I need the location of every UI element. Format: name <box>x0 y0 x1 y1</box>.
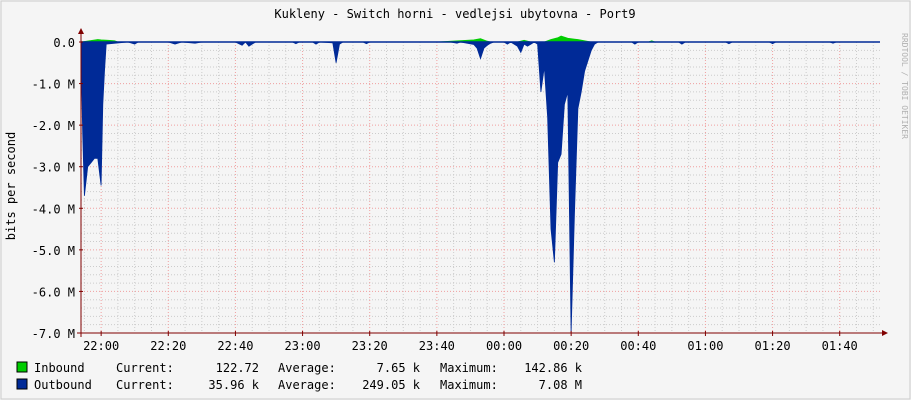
y-axis-label: bits per second <box>4 132 18 240</box>
outbound-swatch <box>16 378 28 390</box>
inbound-maximum-value: 142.86 k <box>524 361 583 375</box>
y-tick-label: -5.0 M <box>32 244 75 258</box>
x-axis-arrow <box>882 330 888 336</box>
outbound-average-value: 249.05 k <box>362 378 421 392</box>
y-tick-label: -1.0 M <box>32 78 75 92</box>
axes <box>77 28 888 337</box>
y-tick-label: -6.0 M <box>32 285 75 299</box>
legend-row-inbound: Inbound Current: 122.72 Average: 7.65 k … <box>16 361 583 375</box>
x-tick-labels: 22:00 22:20 22:40 23:00 23:20 23:40 00:00 00:20… <box>83 339 858 353</box>
x-tick-label: 22:00 <box>83 339 119 353</box>
x-tick-label: 22:20 <box>150 339 186 353</box>
inbound-swatch <box>16 361 28 373</box>
x-tick-label: 01:00 <box>687 339 723 353</box>
inbound-average-label: Average: <box>278 361 336 375</box>
outbound-maximum-value: 7.08 M <box>539 378 582 392</box>
grid <box>81 41 880 334</box>
series-area-outbound <box>80 41 880 334</box>
y-tick-label: -7.0 M <box>32 327 75 341</box>
inbound-average-value: 7.65 k <box>377 361 421 375</box>
inbound-maximum-label: Maximum: <box>440 361 498 375</box>
x-tick-label: 00:20 <box>553 339 589 353</box>
y-tick-label: 0.0 <box>53 36 75 50</box>
legend: Inbound Current: 122.72 Average: 7.65 k … <box>16 361 583 392</box>
x-tick-label: 22:40 <box>217 339 253 353</box>
x-tick-label: 00:00 <box>486 339 522 353</box>
x-tick-label: 23:20 <box>352 339 388 353</box>
outbound-current-label: Current: <box>116 378 174 392</box>
chart-title: Kukleny - Switch horni - vedlejsi ubytov… <box>274 7 635 21</box>
x-tick-label: 00:40 <box>620 339 656 353</box>
x-tick-label: 01:20 <box>755 339 791 353</box>
y-tick-label: -4.0 M <box>32 202 75 216</box>
outbound-name: Outbound <box>34 378 92 392</box>
outbound-average-label: Average: <box>278 378 336 392</box>
inbound-current-label: Current: <box>116 361 174 375</box>
x-tick-label: 23:00 <box>285 339 321 353</box>
y-tick-labels: 0.0 -1.0 M -2.0 M -3.0 M -4.0 M -5.0 M -6.0 M -… <box>32 36 75 341</box>
series-layer <box>80 35 880 334</box>
inbound-current-value: 122.72 <box>216 361 259 375</box>
y-tick-label: -3.0 M <box>32 161 75 175</box>
outbound-current-value: 35.96 k <box>208 378 259 392</box>
outbound-maximum-label: Maximum: <box>440 378 498 392</box>
x-tick-label: 01:40 <box>822 339 858 353</box>
inbound-name: Inbound <box>34 361 85 375</box>
x-tick-label: 23:40 <box>419 339 455 353</box>
y-tick-label: -2.0 M <box>32 119 75 133</box>
rrdtool-watermark: RRDTOOL / TOBI OETIKER <box>900 33 909 139</box>
y-axis-arrow <box>78 28 84 34</box>
legend-row-outbound: Outbound Current: 35.96 k Average: 249.0… <box>16 378 582 392</box>
